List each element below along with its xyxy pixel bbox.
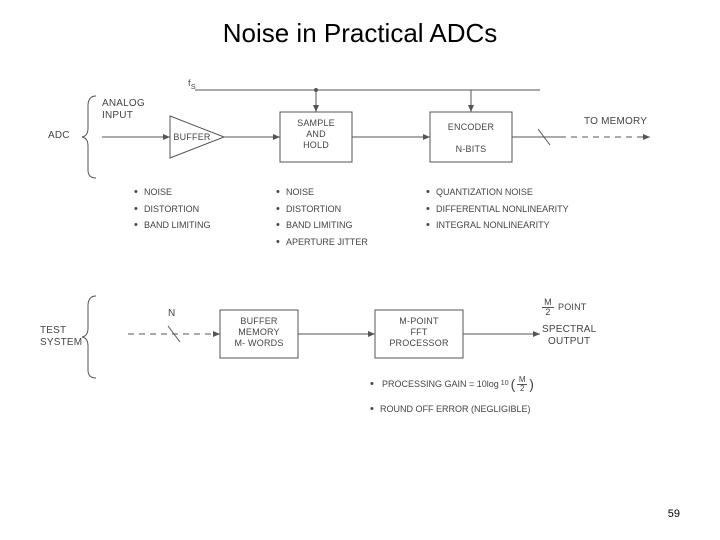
fft-label: M-POINT FFT PROCESSOR <box>375 316 463 348</box>
page-number: 59 <box>668 508 680 520</box>
diagram-svg <box>40 80 680 460</box>
spectral-output-label: SPECTRAL OUTPUT <box>542 324 596 348</box>
sh-bullets: NOISE DISTORTION BAND LIMITING APERTURE … <box>276 184 368 250</box>
page-title: Noise in Practical ADCs <box>0 18 720 49</box>
buffer-memory-label: BUFFER MEMORY M- WORDS <box>220 316 298 348</box>
adc-label: ADC <box>48 130 70 142</box>
diagram-canvas: ANALOG INPUT ADC fS BUFFER SAMPLE AND HO… <box>40 80 680 460</box>
fft-bullets: PROCESSING GAIN = 10log10 ( M 2 ) ROUND … <box>370 376 534 418</box>
analog-input-label: ANALOG INPUT <box>102 98 145 122</box>
sample-hold-label: SAMPLE AND HOLD <box>280 118 352 150</box>
fs-label: fS <box>188 78 196 91</box>
encoder-bullets: QUANTIZATION NOISE DIFFERENTIAL NONLINEA… <box>426 184 569 234</box>
buffer-bullets: NOISE DISTORTION BAND LIMITING <box>134 184 211 234</box>
to-memory-label: TO MEMORY <box>584 116 647 128</box>
encoder-label: ENCODER N-BITS <box>430 122 512 154</box>
test-system-label: TEST SYSTEM <box>40 325 82 349</box>
m2-point-label: M 2 POINT <box>542 298 587 317</box>
buffer-label: BUFFER <box>172 132 212 143</box>
n-label: N <box>168 308 175 320</box>
